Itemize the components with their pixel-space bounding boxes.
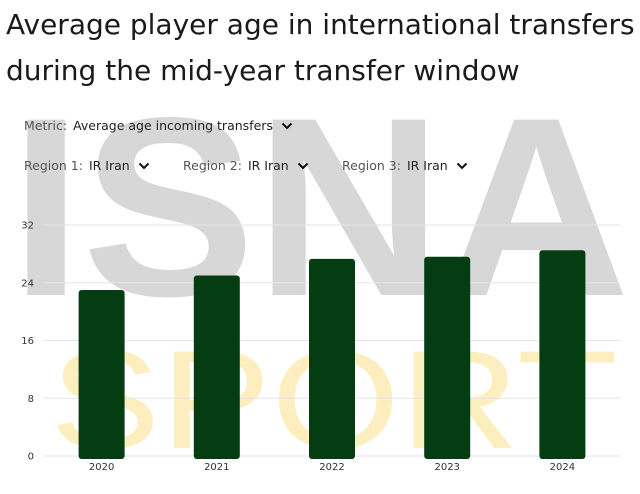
bar-chart: 0 8 16 24 32 2020 2021 2022 2023 2024	[21, 221, 620, 473]
chart-title: Average player age in international tran…	[6, 8, 635, 87]
region3-value: IR Iran	[406, 158, 448, 173]
y-tick-label: 8	[28, 394, 34, 405]
chevron-down-icon	[297, 162, 309, 170]
metric-value: Average age incoming transfers	[73, 118, 273, 133]
metric-dropdown[interactable]: Metric: Average age incoming transfers	[24, 118, 293, 133]
x-tick-label: 2022	[319, 462, 344, 473]
region1-label: Region 1:	[24, 158, 83, 173]
bar-2024[interactable]	[539, 250, 586, 459]
y-tick-label: 24	[21, 278, 34, 289]
metric-label: Metric:	[24, 118, 68, 133]
region1-value: IR Iran	[88, 158, 130, 173]
region3-label: Region 3:	[342, 158, 401, 173]
bar-2020[interactable]	[78, 289, 125, 459]
bar-2023[interactable]	[424, 256, 471, 459]
y-tick-label: 0	[28, 452, 34, 463]
x-tick-label: 2023	[434, 462, 459, 473]
bar-2021[interactable]	[193, 275, 240, 459]
chevron-down-icon	[456, 162, 468, 170]
x-tick-label: 2020	[89, 462, 114, 473]
x-tick-label: 2024	[550, 462, 575, 473]
region2-label: Region 2:	[183, 158, 242, 173]
region2-dropdown[interactable]: Region 2: IR Iran	[183, 158, 309, 173]
region2-value: IR Iran	[247, 158, 289, 173]
chevron-down-icon	[138, 162, 150, 170]
chevron-down-icon	[281, 122, 293, 130]
bar-2022[interactable]	[309, 258, 355, 459]
region3-dropdown[interactable]: Region 3: IR Iran	[342, 158, 468, 173]
y-tick-label: 16	[21, 336, 34, 347]
region1-dropdown[interactable]: Region 1: IR Iran	[24, 158, 150, 173]
x-tick-label: 2021	[204, 462, 229, 473]
y-tick-label: 32	[21, 221, 34, 232]
